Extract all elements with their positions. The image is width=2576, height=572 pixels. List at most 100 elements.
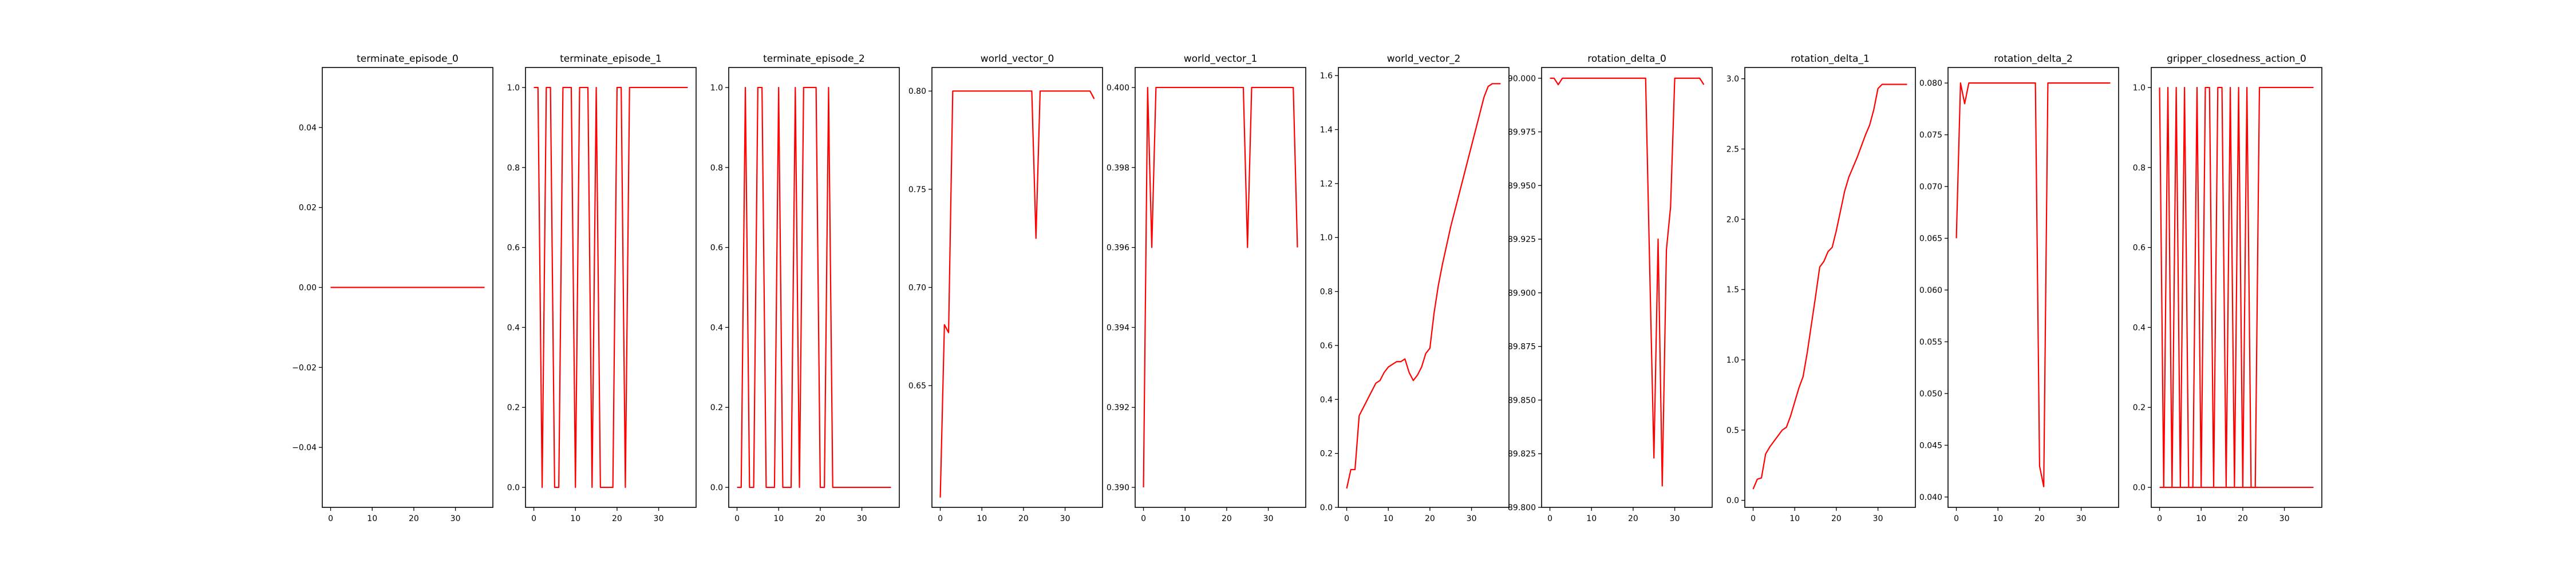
x-tick-label: 0: [938, 514, 943, 523]
axes-frame: [1135, 67, 1306, 508]
subplot-title: rotation_delta_0: [1587, 53, 1666, 65]
x-tick-label: 10: [1180, 514, 1190, 523]
x-tick-label: 30: [1467, 514, 1477, 523]
y-tick-label: 90.000: [1508, 74, 1536, 84]
y-tick-label: 0.392: [1107, 403, 1129, 412]
x-tick-label: 0: [531, 514, 536, 523]
x-tick-label: 10: [2196, 514, 2206, 523]
y-tick-label: 0.0: [1320, 503, 1333, 513]
x-tick-label: 30: [2076, 514, 2087, 523]
x-tick-label: 10: [977, 514, 987, 523]
subplot-title: world_vector_1: [1184, 53, 1258, 65]
y-tick-label: 3.0: [1726, 75, 1739, 84]
y-tick-label: 0.2: [710, 403, 723, 412]
y-tick-label: 1.2: [1320, 180, 1333, 189]
subplot-4: world_vector_1 0 10 20 30 0.390 0.392 0.394 0.39…: [1107, 53, 1306, 523]
y-tick-label: 0.396: [1107, 244, 1129, 253]
x-tick-label: 20: [815, 514, 825, 523]
series-line-7-0: [1752, 84, 1907, 490]
y-tick-label: 0.0: [1726, 496, 1739, 506]
x-tick-label: 0: [1547, 514, 1552, 523]
x-tick-label: 10: [1993, 514, 2003, 523]
y-tick-label: 1.4: [1320, 126, 1333, 135]
x-tick-label: 20: [1018, 514, 1029, 523]
series-line-4-0: [1143, 86, 1298, 488]
x-tick-label: 30: [1060, 514, 1070, 523]
subplot-5: world_vector_2 0 10 20 30 0.0 0.2 0.4 0.6 0.8 1.0 1…: [1320, 53, 1510, 523]
x-tick-label: 30: [654, 514, 664, 523]
y-tick-label: 0.00: [299, 284, 317, 293]
y-tick-label: 0.04: [299, 124, 317, 133]
y-tick-label: 89.850: [1508, 396, 1536, 405]
subplot-6: rotation_delta_0 0 10 20 30 89.800 89.825 89.85…: [1508, 53, 1713, 523]
series-line-3-0: [939, 90, 1095, 498]
y-tick-label: 0.400: [1107, 84, 1129, 93]
y-tick-label: −0.02: [292, 363, 317, 372]
x-tick-label: 20: [1222, 514, 1232, 523]
subplot-title: terminate_episode_2: [763, 53, 865, 65]
y-tick-label: 0.4: [2133, 323, 2146, 332]
y-tick-label: 89.875: [1508, 343, 1536, 352]
y-tick-label: 0.045: [1919, 441, 1942, 450]
y-tick-label: 0.70: [908, 284, 926, 293]
subplot-title: rotation_delta_2: [1994, 53, 2073, 65]
axes-frame: [1338, 67, 1510, 508]
x-tick-label: 0: [734, 514, 740, 523]
y-tick-label: 0.75: [908, 185, 926, 194]
subplot-7: rotation_delta_1 0 10 20 30 0.0 0.5 1.0 1.5 2.0 2.…: [1726, 53, 1916, 523]
y-tick-label: 0.4: [507, 323, 520, 332]
y-tick-label: 0.02: [299, 204, 317, 213]
axes-frame: [931, 67, 1103, 508]
y-tick-label: 1.6: [1320, 72, 1333, 81]
x-tick-label: 20: [2034, 514, 2045, 523]
series-line-2-0: [737, 86, 891, 488]
x-tick-label: 20: [409, 514, 419, 523]
axes-frame: [728, 67, 900, 508]
x-tick-label: 10: [367, 514, 377, 523]
y-tick-label: −0.04: [292, 443, 317, 452]
y-tick-label: 1.0: [2133, 84, 2146, 93]
y-tick-label: 89.975: [1508, 128, 1536, 137]
y-tick-label: 0.6: [507, 244, 520, 253]
y-tick-label: 0.0: [2133, 483, 2146, 492]
x-tick-label: 30: [1670, 514, 1680, 523]
x-tick-label: 0: [2157, 514, 2162, 523]
series-line-1-0: [534, 86, 688, 488]
x-tick-label: 0: [1141, 514, 1146, 523]
y-tick-label: 0.065: [1919, 235, 1942, 244]
y-tick-label: 89.925: [1508, 235, 1536, 244]
y-tick-label: 0.6: [1320, 341, 1333, 351]
y-tick-label: 1.0: [710, 84, 723, 93]
subplot-title: terminate_episode_0: [357, 53, 459, 65]
subplot-1: terminate_episode_1 0 10 20 30 0.0 0.2 0.4 0.6 0.…: [507, 53, 697, 523]
subplot-2: terminate_episode_2 0 10 20 30 0.0 0.2 0.4 0.6 0.…: [710, 53, 900, 523]
y-tick-label: 0.0: [710, 483, 723, 492]
y-tick-label: 0.398: [1107, 164, 1129, 173]
x-tick-label: 10: [570, 514, 580, 523]
x-tick-label: 10: [1789, 514, 1800, 523]
x-tick-label: 10: [1586, 514, 1597, 523]
y-tick-label: 0.65: [908, 382, 926, 391]
y-tick-label: 1.0: [1320, 233, 1333, 243]
x-tick-label: 0: [1344, 514, 1349, 523]
y-tick-label: 0.390: [1107, 483, 1129, 492]
y-tick-label: 0.394: [1107, 323, 1129, 332]
y-tick-label: 1.0: [507, 84, 520, 93]
x-tick-label: 20: [2238, 514, 2248, 523]
subplot-9: gripper_closedness_action_0 0 10 20 30 0.0 0.2…: [2133, 53, 2322, 523]
x-tick-label: 20: [612, 514, 622, 523]
y-tick-label: 0.8: [1320, 288, 1333, 297]
axes-frame: [525, 67, 697, 508]
y-tick-label: 1.0: [1726, 356, 1739, 365]
series-line-9-0: [2159, 86, 2314, 488]
y-tick-label: 0.8: [507, 164, 520, 173]
y-tick-label: 0.040: [1919, 493, 1942, 502]
y-tick-label: 0.8: [2133, 164, 2146, 173]
x-tick-label: 0: [1954, 514, 1959, 523]
y-tick-label: 89.825: [1508, 450, 1536, 459]
subplot-3: world_vector_0 0 10 20 30 0.65 0.70 0.75 0.80: [908, 53, 1103, 523]
y-tick-label: 0.060: [1919, 286, 1942, 295]
x-tick-label: 20: [1425, 514, 1435, 523]
x-tick-label: 0: [328, 514, 333, 523]
y-tick-label: 89.900: [1508, 289, 1536, 298]
